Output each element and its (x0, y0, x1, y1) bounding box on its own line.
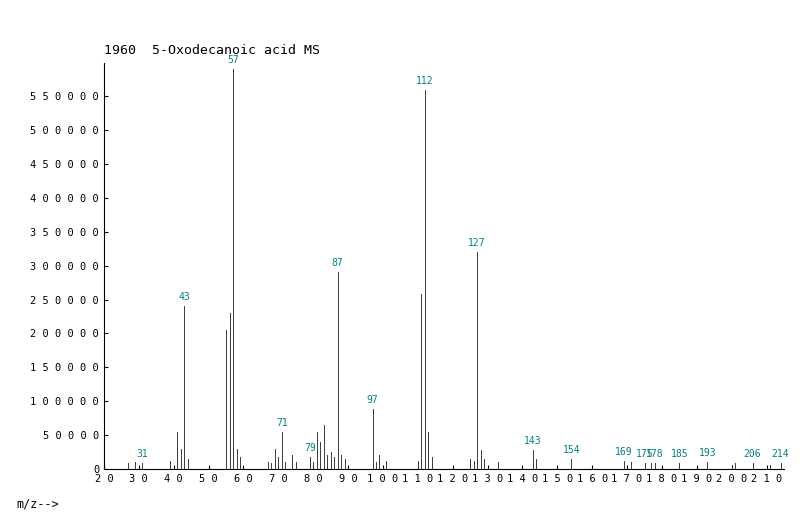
Text: 57: 57 (227, 55, 239, 65)
Text: m/z-->: m/z--> (16, 498, 58, 511)
Text: 169: 169 (614, 446, 633, 457)
Text: 1960  5-Oxodecanoic acid MS: 1960 5-Oxodecanoic acid MS (104, 44, 320, 57)
Text: 214: 214 (772, 450, 790, 460)
Text: 154: 154 (562, 445, 580, 455)
Text: 193: 193 (698, 448, 716, 458)
Text: 43: 43 (178, 292, 190, 302)
Text: 127: 127 (468, 238, 486, 248)
Text: 97: 97 (366, 395, 378, 405)
Text: 143: 143 (524, 436, 542, 446)
Text: 206: 206 (744, 450, 762, 460)
Text: 71: 71 (276, 418, 288, 428)
Text: 87: 87 (332, 258, 343, 268)
Text: 31: 31 (137, 450, 148, 460)
Text: 175: 175 (636, 450, 654, 460)
Text: 79: 79 (304, 443, 316, 453)
Text: 178: 178 (646, 450, 664, 460)
Text: 185: 185 (670, 450, 688, 460)
Text: 112: 112 (416, 76, 434, 85)
